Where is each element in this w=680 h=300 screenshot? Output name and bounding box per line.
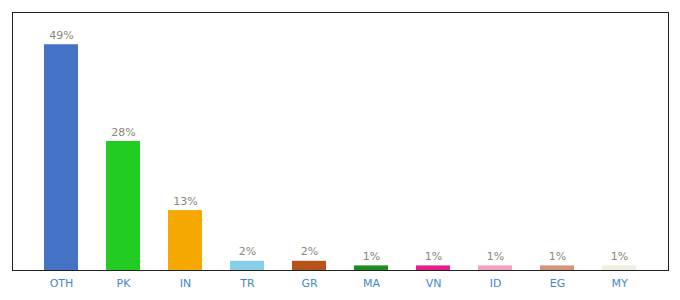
- svg-text:28%: 28%: [111, 126, 135, 139]
- svg-text:PK: PK: [117, 277, 132, 290]
- svg-text:1%: 1%: [363, 250, 380, 263]
- svg-text:13%: 13%: [173, 195, 197, 208]
- svg-text:2%: 2%: [301, 245, 318, 258]
- svg-text:TR: TR: [239, 277, 255, 290]
- svg-text:1%: 1%: [549, 250, 566, 263]
- svg-text:ID: ID: [490, 277, 502, 290]
- svg-text:1%: 1%: [425, 250, 442, 263]
- svg-text:OTH: OTH: [50, 277, 74, 290]
- svg-text:MA: MA: [363, 277, 380, 290]
- svg-text:GR: GR: [301, 277, 318, 290]
- svg-text:MY: MY: [611, 277, 627, 290]
- svg-text:VN: VN: [426, 277, 442, 290]
- svg-text:EG: EG: [550, 277, 565, 290]
- svg-text:1%: 1%: [611, 250, 628, 263]
- svg-text:IN: IN: [180, 277, 191, 290]
- svg-text:1%: 1%: [487, 250, 504, 263]
- svg-text:49%: 49%: [49, 29, 73, 42]
- svg-text:2%: 2%: [239, 245, 256, 258]
